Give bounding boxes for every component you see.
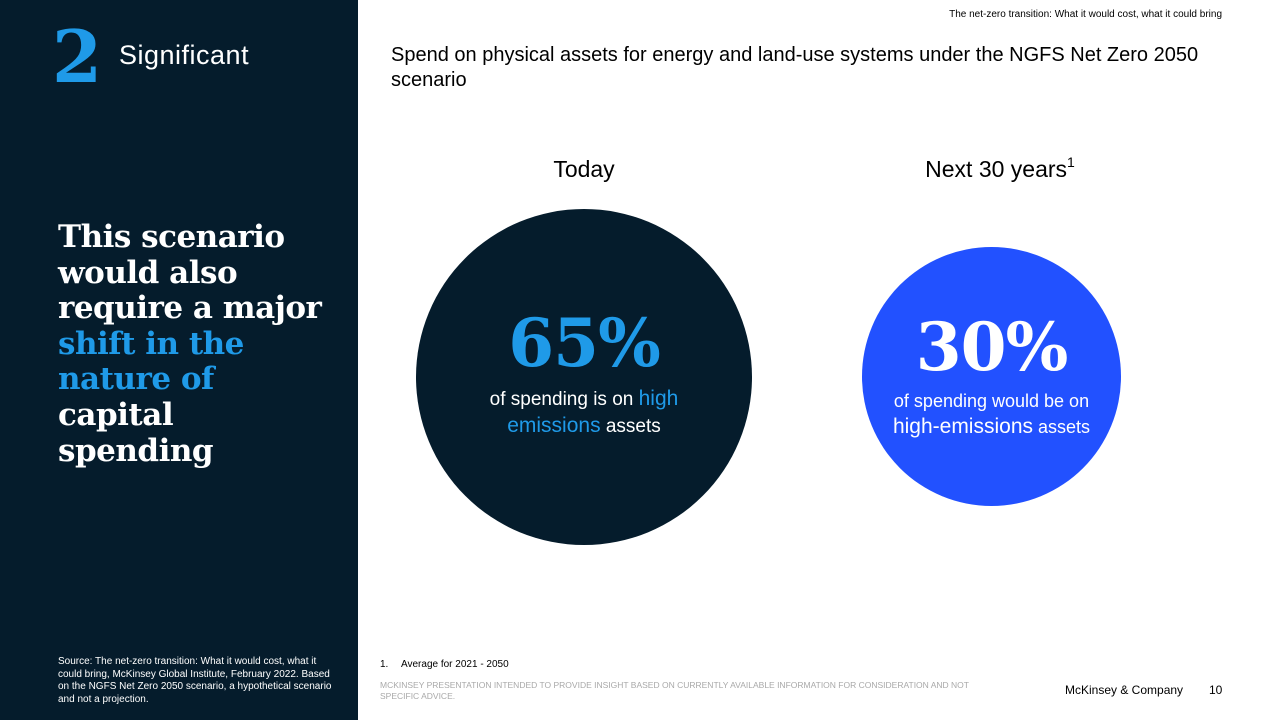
next-desc-pre: of spending would be on — [893, 390, 1090, 411]
headline-line: This scenario — [58, 219, 285, 255]
source-note: Source: The net-zero transition: What it… — [58, 656, 332, 705]
next-30-years-label: Next 30 years1 — [880, 154, 1120, 183]
next-label-text: Next 30 years — [925, 156, 1068, 182]
slide-title: Spend on physical assets for energy and … — [391, 44, 1199, 91]
sidebar-panel: 2 Significant This scenario would also r… — [0, 0, 358, 720]
section-label: Significant — [119, 40, 250, 70]
document-title: The net-zero transition: What it would c… — [949, 9, 1222, 20]
today-percentage: 65% — [508, 304, 661, 382]
today-label-text: Today — [553, 156, 615, 182]
disclaimer: McKinsey presentation intended to provid… — [380, 680, 969, 701]
sidebar-headline: This scenario would also require a major… — [58, 219, 348, 469]
headline-accent-line: nature of — [58, 361, 214, 398]
today-desc-pre: of spending is on — [489, 389, 634, 410]
section-number: 2 — [52, 14, 102, 99]
today-circle: 65% of spending is on high emissions ass… — [416, 209, 752, 545]
footnote-text: Average for 2021 - 2050 — [401, 659, 509, 670]
footnote-number: 1. — [380, 659, 389, 670]
headline-line: spending — [58, 432, 214, 469]
today-description: of spending is on high emissions assets — [474, 386, 694, 440]
headline-line: require a major — [58, 290, 322, 327]
page-number: 10 — [1209, 683, 1223, 697]
footnote-marker: 1 — [1067, 154, 1075, 170]
headline-accent-line: shift in the — [58, 325, 244, 362]
next-percentage: 30% — [915, 307, 1069, 386]
next-description: of spending would be on high-emissions a… — [872, 388, 1112, 440]
headline-line: capital — [58, 396, 174, 433]
today-desc-highlight: high emissions — [507, 387, 679, 437]
next-desc-post: assets — [1038, 416, 1091, 437]
brand-name: McKinsey & Company — [1065, 683, 1184, 697]
headline-line: would also — [58, 254, 238, 291]
next-30-years-circle: 30% of spending would be on high-emissio… — [862, 247, 1121, 506]
today-label: Today — [504, 156, 664, 183]
footnote: 1. Average for 2021 - 2050 — [380, 659, 509, 670]
next-desc-highlight: high-emissions — [892, 414, 1033, 438]
today-desc-post: assets — [605, 416, 661, 437]
